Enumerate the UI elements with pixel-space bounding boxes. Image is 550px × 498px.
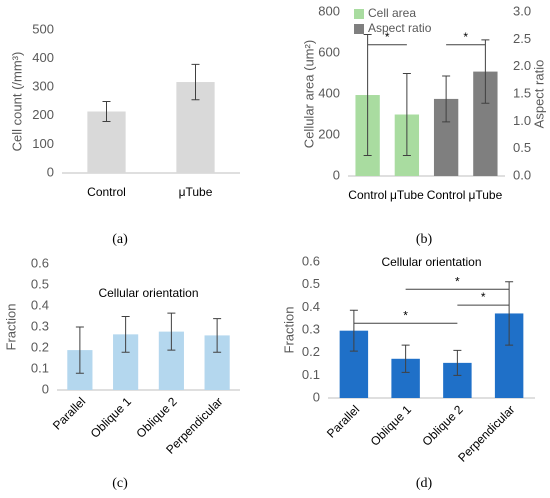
x-tick-label: Parallel [324, 402, 362, 440]
significance-star: * [455, 274, 460, 288]
y-tick-label: 0.2 [31, 339, 49, 354]
chart-title: Cellular orientation [381, 255, 481, 269]
error-bar [102, 101, 111, 123]
significance-star: * [481, 290, 486, 304]
y-tick-label: 400 [318, 85, 340, 100]
y-tick-label: 0 [333, 167, 340, 182]
y-tick-label: 0.5 [31, 276, 49, 291]
chart-title: Cellular orientation [98, 286, 198, 300]
y-tick-label: 600 [318, 44, 340, 59]
y-tick-label: 0 [313, 389, 320, 404]
x-tick-label: Oblique 2 [420, 402, 466, 448]
y-axis-label: Cellular area (um²) [301, 40, 316, 148]
x-tick-label: Oblique 1 [368, 402, 414, 448]
error-bar [481, 39, 490, 104]
y-tick-label: 0.4 [31, 297, 49, 312]
significance-star: * [385, 30, 390, 44]
significance-star: * [463, 30, 468, 44]
panel-label: (c) [112, 476, 128, 491]
x-tick-label: μTube [179, 185, 213, 199]
x-tick-label: μTube [468, 188, 502, 202]
y-tick-label: 0 [47, 164, 54, 179]
legend-swatch [354, 9, 364, 19]
significance-star: * [403, 308, 408, 322]
y-tick-label: 200 [32, 107, 54, 122]
legend-label: Cell area [368, 6, 416, 20]
y-tick-label: 400 [32, 50, 54, 65]
y-tick-label: 0.3 [302, 321, 320, 336]
y-tick-label: 0.5 [302, 276, 320, 291]
error-bar [363, 34, 372, 156]
y-tick-label: 200 [318, 126, 340, 141]
y-tick-label: 0 [42, 381, 49, 396]
x-tick-label: Control [348, 188, 387, 202]
error-bar [191, 63, 200, 101]
error-bar [505, 281, 514, 346]
y-axis-label: Cell count (/mm³) [9, 52, 24, 152]
y-tick-label: 1.0 [513, 113, 531, 128]
error-bar [75, 326, 84, 374]
error-bar [167, 312, 176, 351]
y-tick-label: 0.6 [302, 253, 320, 268]
error-bar [402, 73, 411, 156]
y-tick-label: 0.6 [31, 255, 49, 270]
error-bar [401, 344, 410, 373]
y-axis-label: Fraction [281, 307, 296, 354]
x-tick-label: Control [427, 188, 466, 202]
panel-label: (a) [112, 232, 128, 247]
error-bar [349, 309, 358, 352]
error-bar [121, 316, 130, 353]
error-bar [453, 349, 462, 376]
y-axis-label: Fraction [3, 304, 18, 351]
y-tick-label: 2.5 [513, 31, 531, 46]
y-tick-label: 0.1 [31, 360, 49, 375]
y-tick-label: 800 [318, 3, 340, 18]
y-tick-label: 0.0 [513, 167, 531, 182]
y-tick-label: 0.5 [513, 140, 531, 155]
y-tick-label: 2.0 [513, 58, 531, 73]
y-tick-label: 0.3 [31, 318, 49, 333]
x-tick-label: μTube [390, 188, 424, 202]
y-tick-label: 100 [32, 136, 54, 151]
panel-label: (d) [416, 476, 433, 491]
legend-label: Aspect ratio [368, 21, 432, 35]
y-tick-label: 300 [32, 79, 54, 94]
y-tick-label: 500 [32, 21, 54, 36]
legend-swatch [354, 24, 364, 34]
error-bar [213, 318, 222, 353]
error-bar [442, 75, 451, 123]
y2-axis-label: Aspect ratio [531, 60, 546, 129]
x-tick-label: Oblique 1 [88, 394, 134, 440]
y-tick-label: 0.2 [302, 344, 320, 359]
x-tick-label: Parallel [50, 394, 88, 432]
y-tick-label: 3.0 [513, 3, 531, 18]
x-tick-label: Oblique 2 [134, 394, 180, 440]
panel-label: (b) [416, 232, 433, 247]
y-tick-label: 0.4 [302, 299, 320, 314]
y-tick-label: 1.5 [513, 85, 531, 100]
x-tick-label: Control [87, 185, 126, 199]
y-tick-label: 0.1 [302, 367, 320, 382]
